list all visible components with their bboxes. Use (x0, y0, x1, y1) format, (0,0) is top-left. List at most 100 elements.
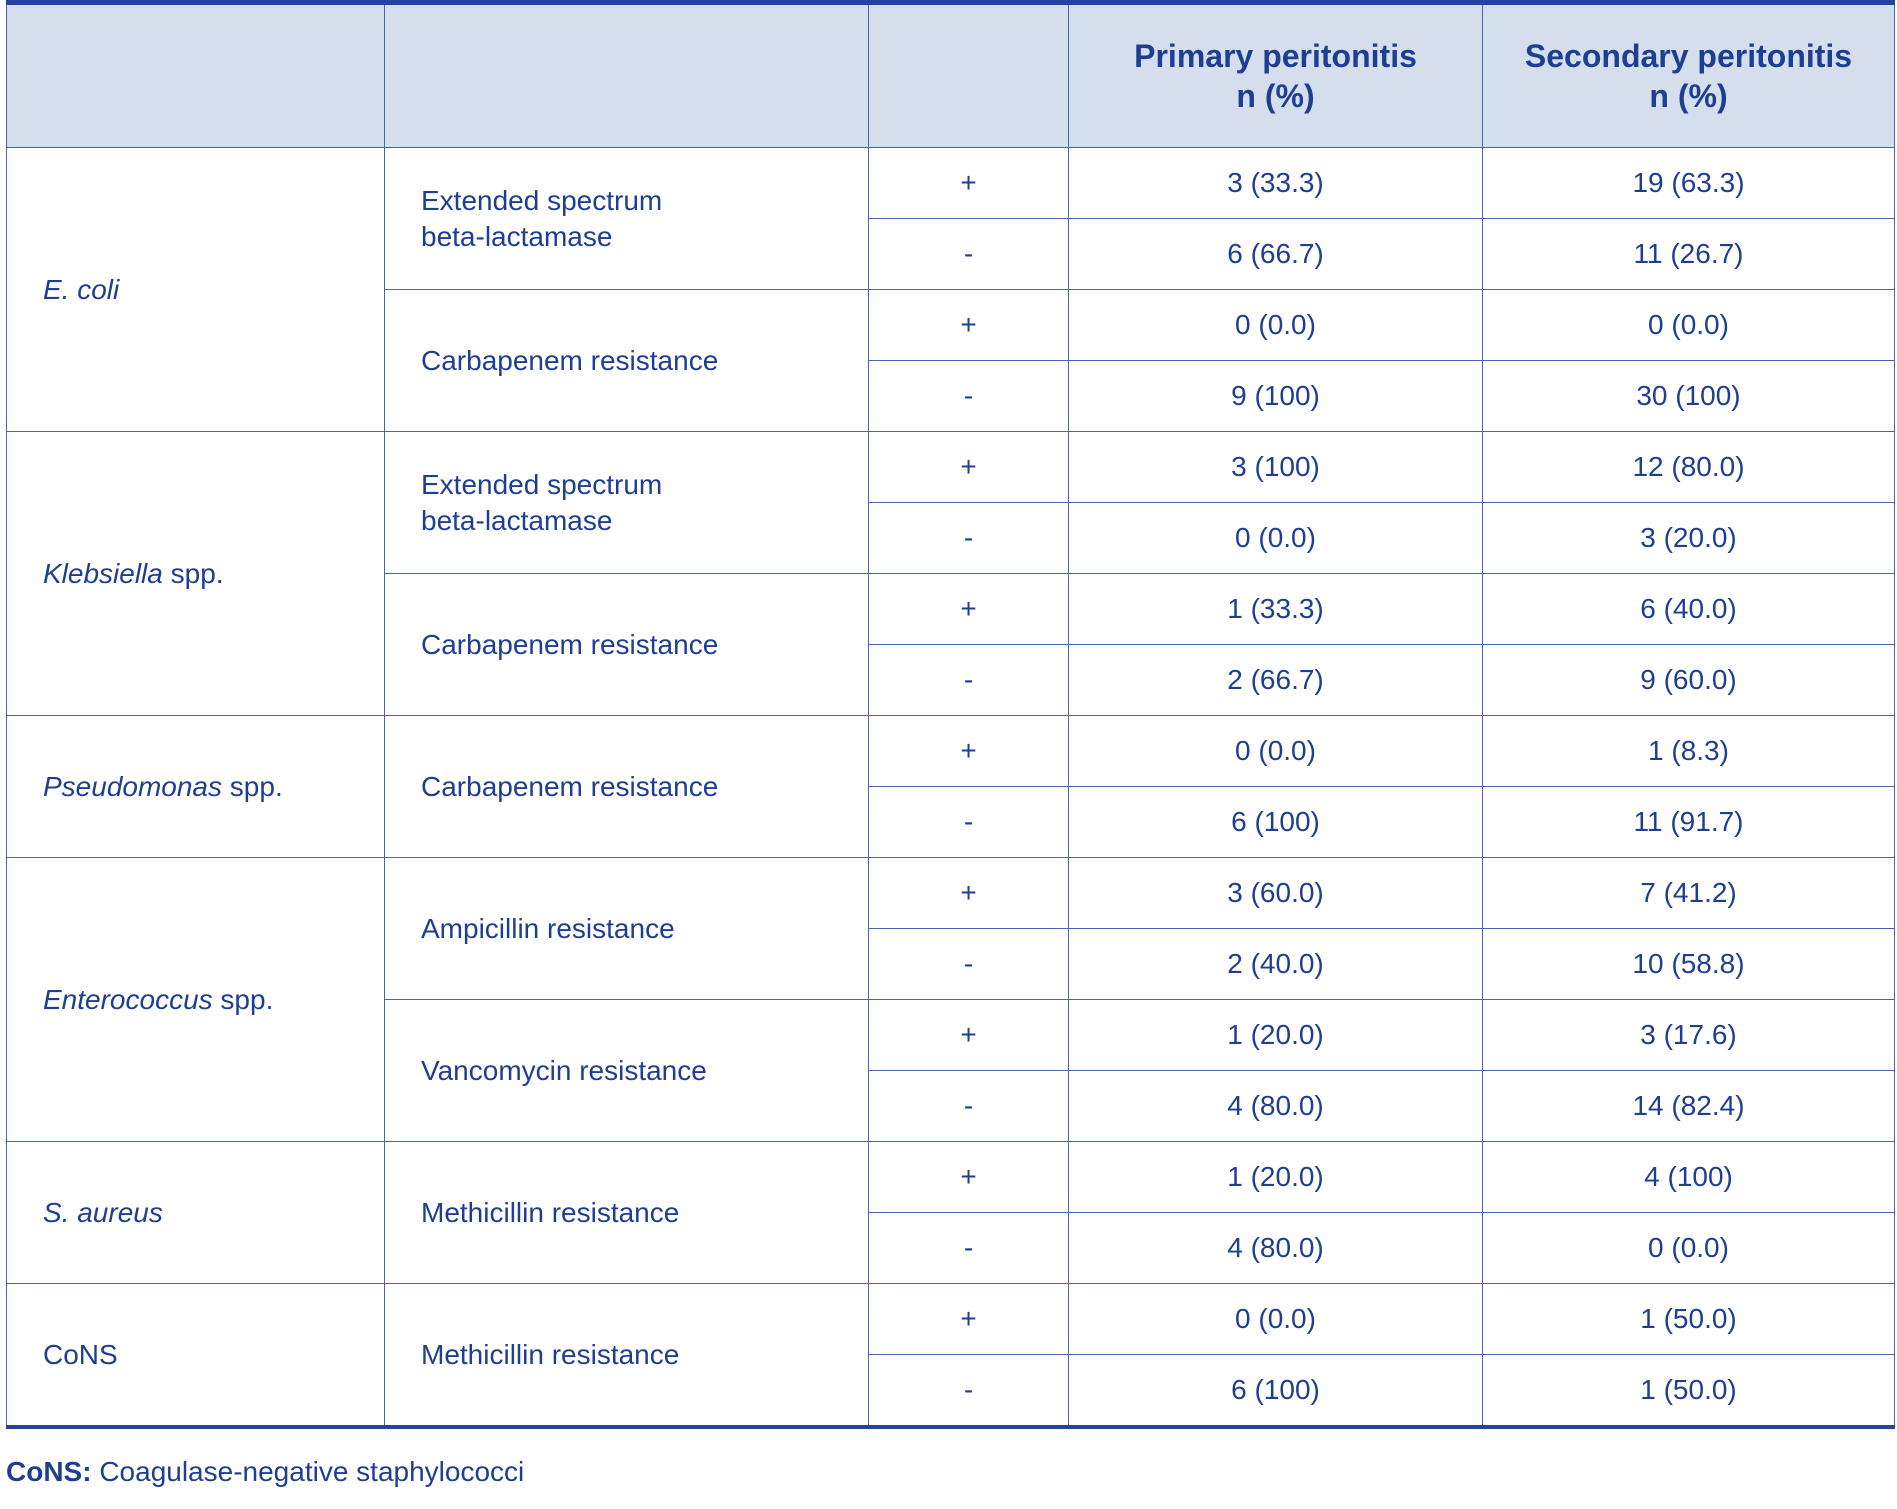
primary-value-cell: 2 (40.0) (1068, 928, 1483, 1000)
footnote: CoNS: Coagulase-negative staphylococci (6, 1456, 524, 1488)
table-row: Vancomycin resistance +1 (20.0) 3 (17.6) (7, 999, 1895, 1142)
header-secondary: Secondary peritonitis n (%) (1482, 2, 1895, 148)
table-row: Carbapenem resistance +0 (0.0) 0 (0.0) (7, 289, 1895, 432)
resistance-test-label: Carbapenem resistance (421, 344, 719, 376)
secondary-value-cell: 0 (0.0) (1482, 289, 1895, 361)
sign-cell: - (868, 1212, 1069, 1284)
secondary-value-cell: 6 (40.0) (1482, 573, 1895, 645)
secondary-value-cell: 11 (26.7) (1482, 218, 1895, 290)
sign-cell: + (868, 1283, 1069, 1355)
secondary-value-cell: 3 (20.0) (1482, 502, 1895, 574)
secondary-value-cell: 7 (41.2) (1482, 857, 1895, 929)
sign-cell: - (868, 1354, 1069, 1428)
header-primary-title: Primary peritonitis (1134, 38, 1417, 74)
resistance-test-cell: Extended spectrum beta-lactamase (384, 431, 869, 574)
organism-name-italic: S. aureus (43, 1196, 163, 1228)
organism-name-suffix: spp. (212, 983, 274, 1015)
primary-value-cell: 0 (0.0) (1068, 1283, 1483, 1355)
primary-value-cell: 0 (0.0) (1068, 289, 1483, 361)
table-row: -0 (0.0) 3 (20.0) (7, 502, 1895, 574)
secondary-value-cell: 4 (100) (1482, 1141, 1895, 1213)
organism-name-suffix: spp. (222, 770, 283, 802)
resistance-table-container: Primary peritonitis n (%) Secondary peri… (6, 0, 1895, 1429)
resistance-test-label: Extended spectrum (421, 468, 663, 500)
resistance-test-label: Vancomycin resistance (421, 1054, 707, 1086)
secondary-value-cell: 9 (60.0) (1482, 644, 1895, 716)
secondary-value-cell: 19 (63.3) (1482, 147, 1895, 219)
header-test (384, 2, 869, 148)
primary-value-cell: 4 (80.0) (1068, 1212, 1483, 1284)
secondary-value-cell: 11 (91.7) (1482, 786, 1895, 858)
sign-cell: - (868, 786, 1069, 858)
table-row: Carbapenem resistance +1 (33.3) 6 (40.0) (7, 573, 1895, 716)
primary-value-cell: 3 (60.0) (1068, 857, 1483, 929)
secondary-value-cell: 10 (58.8) (1482, 928, 1895, 1000)
resistance-test-label: Methicillin resistance (421, 1338, 680, 1370)
sign-cell: - (868, 218, 1069, 290)
header-secondary-unit: n (%) (1649, 78, 1728, 114)
secondary-value-cell: 12 (80.0) (1482, 431, 1895, 503)
primary-value-cell: 2 (66.7) (1068, 644, 1483, 716)
footnote-abbreviation: CoNS: (6, 1456, 92, 1487)
sign-cell: + (868, 431, 1069, 503)
sign-cell: - (868, 1070, 1069, 1142)
sign-cell: + (868, 573, 1069, 645)
header-primary-unit: n (%) (1236, 78, 1315, 114)
sign-cell: + (868, 289, 1069, 361)
organism-cell: S. aureus (6, 1141, 385, 1284)
resistance-table: Primary peritonitis n (%) Secondary peri… (6, 0, 1895, 1429)
table-row: Pseudomonas spp. Carbapenem resistance +0 … (6, 715, 1895, 858)
resistance-test-label: Carbapenem resistance (421, 770, 719, 802)
resistance-test-label-cont: beta-lactamase (421, 220, 613, 252)
primary-value-cell: 6 (66.7) (1068, 218, 1483, 290)
secondary-value-cell: 1 (50.0) (1482, 1354, 1895, 1428)
table-row: -4 (80.0) 0 (0.0) (7, 1212, 1895, 1284)
sign-cell: - (868, 502, 1069, 574)
sign-cell: + (868, 715, 1069, 787)
table-row: -6 (100) 1 (50.0) (7, 1354, 1895, 1428)
resistance-test-cell: Extended spectrum beta-lactamase (384, 147, 869, 290)
primary-value-cell: 9 (100) (1068, 360, 1483, 432)
organism-cell: Pseudomonas spp. (6, 715, 385, 858)
resistance-test-cell: Carbapenem resistance (384, 289, 869, 432)
sign-cell: + (868, 999, 1069, 1071)
table-row: Enterococcus spp. Ampicillin resistance +3… (6, 857, 1895, 1142)
secondary-value-cell: 1 (50.0) (1482, 1283, 1895, 1355)
sign-cell: + (868, 857, 1069, 929)
primary-value-cell: 0 (0.0) (1068, 715, 1483, 787)
sign-cell: - (868, 928, 1069, 1000)
resistance-test-cell: Carbapenem resistance (384, 715, 869, 858)
primary-value-cell: 1 (33.3) (1068, 573, 1483, 645)
table-row: -6 (66.7) 11 (26.7) (7, 218, 1895, 290)
organism-name-italic: Klebsiella (43, 557, 163, 589)
primary-value-cell: 4 (80.0) (1068, 1070, 1483, 1142)
organism-cell: CoNS (6, 1283, 385, 1428)
header-primary: Primary peritonitis n (%) (1068, 2, 1483, 148)
header-organism (6, 2, 385, 148)
resistance-test-label: Methicillin resistance (421, 1196, 680, 1228)
secondary-value-cell: 30 (100) (1482, 360, 1895, 432)
table-row: E. coli Extended spectrum beta-lactamase +3… (6, 147, 1895, 432)
resistance-test-label: Extended spectrum (421, 184, 663, 216)
resistance-test-cell: Ampicillin resistance (384, 857, 869, 1000)
primary-value-cell: 0 (0.0) (1068, 502, 1483, 574)
sign-cell: - (868, 360, 1069, 432)
sign-cell: - (868, 644, 1069, 716)
primary-value-cell: 3 (33.3) (1068, 147, 1483, 219)
table-row: S. aureus Methicillin resistance +1 (20.0)… (6, 1141, 1895, 1284)
primary-value-cell: 1 (20.0) (1068, 1141, 1483, 1213)
resistance-test-cell: Vancomycin resistance (384, 999, 869, 1142)
header-secondary-title: Secondary peritonitis (1524, 38, 1853, 74)
resistance-test-cell: Methicillin resistance (384, 1141, 869, 1284)
table-header: Primary peritonitis n (%) Secondary peri… (6, 2, 1895, 148)
table-row: -6 (100) 11 (91.7) (7, 786, 1895, 858)
secondary-value-cell: 14 (82.4) (1482, 1070, 1895, 1142)
secondary-value-cell: 0 (0.0) (1482, 1212, 1895, 1284)
primary-value-cell: 6 (100) (1068, 1354, 1483, 1428)
resistance-test-label-cont: beta-lactamase (421, 504, 613, 536)
secondary-value-cell: 1 (8.3) (1482, 715, 1895, 787)
table-body: E. coli Extended spectrum beta-lactamase +3… (6, 147, 1895, 1428)
sign-cell: + (868, 147, 1069, 219)
table-row: -4 (80.0) 14 (82.4) (7, 1070, 1895, 1142)
organism-name-suffix: spp. (162, 557, 224, 589)
